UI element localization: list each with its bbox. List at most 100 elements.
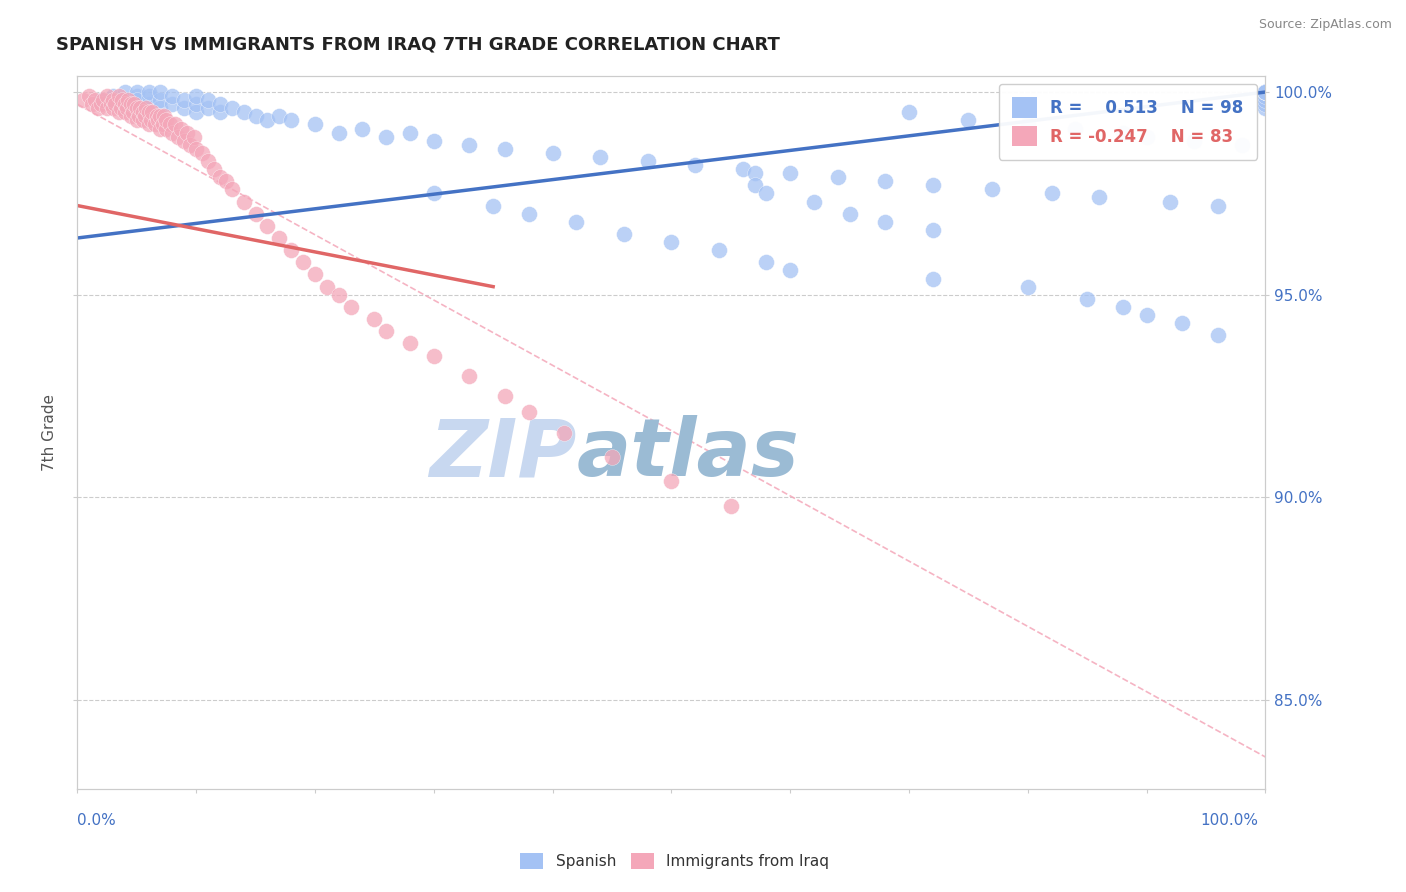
- Point: [328, 126, 350, 140]
- Point: [176, 126, 198, 140]
- Point: [1040, 186, 1063, 201]
- Point: [162, 89, 184, 103]
- Point: [139, 113, 162, 128]
- Point: [957, 113, 980, 128]
- Point: [875, 215, 897, 229]
- Point: [256, 113, 278, 128]
- Text: Source: ZipAtlas.com: Source: ZipAtlas.com: [1258, 18, 1392, 31]
- Point: [108, 89, 131, 103]
- Point: [183, 129, 205, 144]
- Point: [375, 324, 398, 338]
- Point: [565, 215, 588, 229]
- Point: [779, 166, 801, 180]
- Point: [146, 113, 169, 128]
- Point: [125, 97, 148, 112]
- Point: [114, 85, 136, 99]
- Point: [1017, 118, 1039, 132]
- Point: [755, 186, 778, 201]
- Point: [125, 93, 148, 107]
- Point: [162, 97, 184, 112]
- Point: [155, 113, 177, 128]
- Point: [363, 312, 385, 326]
- Point: [269, 109, 291, 123]
- Point: [838, 207, 860, 221]
- Point: [221, 182, 243, 196]
- Point: [339, 300, 361, 314]
- Point: [494, 142, 516, 156]
- Point: [221, 101, 243, 115]
- Point: [1206, 198, 1229, 212]
- Point: [101, 93, 124, 107]
- Point: [707, 243, 730, 257]
- Point: [179, 137, 201, 152]
- Point: [173, 101, 195, 115]
- Legend: Spanish, Immigrants from Iraq: Spanish, Immigrants from Iraq: [515, 847, 835, 875]
- Point: [1171, 316, 1194, 330]
- Point: [159, 118, 181, 132]
- Point: [153, 109, 176, 123]
- Point: [245, 109, 267, 123]
- Point: [114, 105, 136, 120]
- Point: [981, 182, 1004, 196]
- Point: [186, 105, 208, 120]
- Point: [149, 109, 172, 123]
- Point: [101, 89, 124, 103]
- Point: [1206, 328, 1229, 343]
- Point: [163, 118, 186, 132]
- Point: [197, 101, 219, 115]
- Point: [186, 89, 208, 103]
- Point: [541, 145, 564, 160]
- Point: [494, 389, 516, 403]
- Point: [232, 194, 254, 209]
- Point: [661, 475, 683, 489]
- Point: [315, 279, 337, 293]
- Point: [375, 129, 398, 144]
- Point: [482, 198, 505, 212]
- Point: [120, 109, 142, 123]
- Point: [122, 105, 145, 120]
- Point: [173, 134, 195, 148]
- Point: [77, 89, 100, 103]
- Point: [120, 97, 142, 112]
- Point: [256, 219, 278, 233]
- Point: [304, 118, 326, 132]
- Point: [399, 336, 422, 351]
- Point: [197, 153, 219, 168]
- Point: [589, 150, 612, 164]
- Text: SPANISH VS IMMIGRANTS FROM IRAQ 7TH GRADE CORRELATION CHART: SPANISH VS IMMIGRANTS FROM IRAQ 7TH GRAD…: [56, 36, 780, 54]
- Point: [146, 109, 169, 123]
- Point: [827, 170, 849, 185]
- Point: [517, 405, 540, 419]
- Point: [803, 194, 825, 209]
- Point: [131, 113, 153, 128]
- Point: [138, 85, 160, 99]
- Point: [125, 89, 148, 103]
- Y-axis label: 7th Grade: 7th Grade: [42, 394, 58, 471]
- Point: [779, 263, 801, 277]
- Point: [93, 93, 115, 107]
- Point: [613, 227, 636, 241]
- Point: [138, 105, 160, 120]
- Point: [1254, 93, 1277, 107]
- Point: [125, 85, 148, 99]
- Point: [1254, 89, 1277, 103]
- Point: [1254, 85, 1277, 99]
- Point: [104, 97, 127, 112]
- Point: [921, 178, 943, 193]
- Point: [637, 153, 659, 168]
- Point: [731, 162, 754, 177]
- Point: [921, 223, 943, 237]
- Point: [138, 89, 160, 103]
- Point: [162, 126, 184, 140]
- Point: [1088, 190, 1111, 204]
- Point: [458, 368, 481, 383]
- Point: [125, 105, 148, 120]
- Point: [683, 158, 706, 172]
- Point: [280, 243, 302, 257]
- Point: [170, 121, 193, 136]
- Point: [208, 97, 231, 112]
- Point: [1230, 137, 1253, 152]
- Point: [167, 129, 190, 144]
- Point: [90, 97, 112, 112]
- Point: [720, 499, 742, 513]
